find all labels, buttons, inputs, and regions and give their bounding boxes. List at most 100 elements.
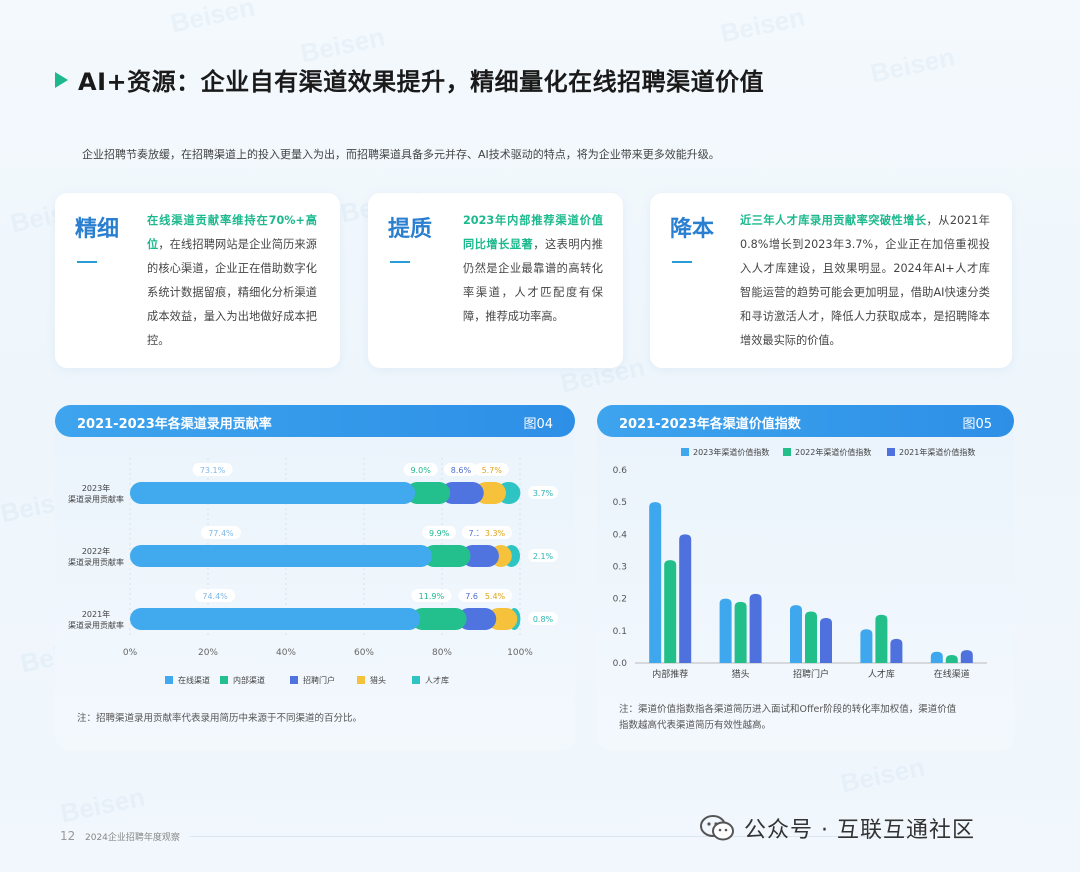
data-label: 7.6%: [465, 592, 486, 601]
card-divider: [390, 261, 410, 263]
figure-number: 图05: [962, 417, 992, 432]
chart-note-line: 指数越高代表渠道简历有效性越高。: [619, 720, 772, 731]
bar-segment: [130, 482, 416, 504]
bar: [734, 601, 747, 663]
page-heading: AI+资源：企业自有渠道效果提升，精细量化在线招聘渠道价值: [55, 62, 764, 97]
data-label-bg: [200, 526, 241, 539]
bar-segment: [457, 608, 497, 630]
bar: [875, 614, 888, 663]
panel-header: 2021-2023年各渠道录用贡献率 图04: [55, 405, 575, 437]
bar: [719, 598, 732, 663]
wechat-attribution: 公众号 · 互联互通社区: [700, 812, 975, 844]
bar: [820, 617, 832, 663]
bar: [649, 502, 662, 663]
bar-segment: [474, 482, 506, 504]
card-tag: 提质: [388, 217, 433, 242]
watermark: Beisen: [167, 0, 258, 39]
panel-title: 2021-2023年各渠道录用贡献率: [77, 417, 272, 432]
card-text: 2023年内部推荐渠道价值同比增长显著，这表明内推仍然是企业最靠谱的高转化率渠道…: [463, 209, 603, 329]
intro-text: 企业招聘节奏放缓，在招聘渠道上的投入更量入为出，而招聘渠道具备多元并存、AI技术…: [82, 148, 720, 161]
x-tick-label: 60%: [354, 648, 374, 658]
data-label-bg: [474, 463, 509, 476]
y-category-label: 2023年: [82, 483, 110, 493]
data-label: 73.1%: [200, 466, 226, 475]
report-name: 2024企业招聘年度观察: [85, 833, 180, 843]
card-highlight: 在线渠道贡献率维持在70%+高位: [147, 214, 317, 251]
card-divider: [77, 261, 97, 263]
data-label-bg: [411, 589, 452, 602]
bar: [805, 611, 817, 663]
wechat-account: 公众号 · 互联互通社区: [744, 818, 975, 843]
legend-swatch: [165, 676, 173, 684]
y-tick-label: 0.0: [613, 659, 628, 669]
legend-swatch: [220, 676, 228, 684]
play-arrow-icon: [55, 71, 68, 88]
bar-segment: [130, 545, 432, 567]
x-tick-label: 20%: [198, 648, 218, 658]
card-tag: 降本: [670, 217, 715, 242]
legend-label: 2023年渠道价值指数: [693, 447, 769, 457]
y-category-label: 2022年: [82, 546, 110, 556]
data-label-bg: [403, 463, 438, 476]
y-tick-label: 0.2: [613, 595, 627, 605]
data-label-bg: [443, 463, 478, 476]
bar: [790, 605, 802, 663]
watermark: Beisen: [717, 1, 808, 49]
legend-label: 人才库: [425, 675, 449, 685]
bar-segment: [441, 482, 484, 504]
chart-note: 注：招聘渠道录用贡献率代表录用简历中来源于不同渠道的百分比。: [77, 713, 363, 724]
data-label: 77.4%: [208, 529, 234, 538]
panel-contribution: 2021-2023年各渠道录用贡献率 图04 注：招聘渠道录用贡献率代表录用简历…: [55, 405, 575, 750]
chart-note-line: 注：渠道价值指数指各渠道简历进入面试和Offer阶段的转化率加权值，渠道价值: [619, 704, 957, 715]
y-tick-label: 0.5: [613, 498, 627, 508]
figure-number: 图04: [523, 417, 553, 432]
bar: [664, 560, 677, 663]
x-category-label: 内部推荐: [652, 668, 688, 680]
data-label-bg: [422, 526, 457, 539]
watermark: Beisen: [867, 41, 958, 89]
bar-segment: [461, 545, 499, 567]
bar: [930, 651, 943, 663]
bar: [960, 650, 973, 663]
legend-swatch: [412, 676, 420, 684]
legend-label: 猎头: [370, 675, 386, 685]
data-label: 0.8%: [533, 615, 554, 624]
card-body: ，从2021年0.8%增长到2023年3.7%，企业正在加倍重视投入人才库建设，…: [740, 214, 990, 347]
data-label: 9.0%: [410, 466, 431, 475]
legend-swatch: [290, 676, 298, 684]
y-category-label: 2021年: [82, 609, 110, 619]
data-label: 5.4%: [485, 592, 506, 601]
x-tick-label: 100%: [507, 648, 533, 658]
card-divider: [672, 261, 692, 263]
y-tick-label: 0.6: [613, 466, 628, 476]
data-label-bg: [528, 612, 558, 625]
chart-note: 注：渠道价值指数指各渠道简历进入面试和Offer阶段的转化率加权值，渠道价值 指…: [619, 702, 956, 734]
y-category-label: 渠道录用贡献率: [68, 557, 124, 567]
card-cost: 降本 近三年人才库录用贡献率突破性增长，从2021年0.8%增长到2023年3.…: [650, 193, 1012, 368]
legend-label: 在线渠道: [178, 675, 210, 685]
legend-label: 2022年渠道价值指数: [795, 447, 871, 457]
footer-divider: [190, 836, 910, 837]
x-category-label: 人才库: [868, 668, 895, 680]
legend-swatch: [783, 448, 791, 456]
data-label: 2.1%: [533, 552, 554, 561]
data-label: 74.4%: [202, 592, 228, 601]
data-label-bg: [528, 549, 558, 562]
legend-label: 招聘门户: [303, 675, 335, 685]
x-category-label: 招聘门户: [793, 668, 829, 680]
legend-label: 2021年渠道价值指数: [899, 447, 975, 457]
page-title: AI+资源：企业自有渠道效果提升，精细量化在线招聘渠道价值: [78, 68, 765, 96]
card-text: 在线渠道贡献率维持在70%+高位，在线招聘网站是企业简历来源的核心渠道，企业正在…: [147, 209, 317, 353]
card-body: ，这表明内推仍然是企业最靠谱的高转化率渠道，人才匹配度有保障，推荐成功率高。: [463, 238, 603, 323]
panel-title: 2021-2023年各渠道价值指数: [619, 417, 801, 432]
data-label: 8.6%: [451, 466, 472, 475]
x-tick-label: 40%: [276, 648, 296, 658]
wechat-icon: [700, 815, 734, 841]
legend-swatch: [887, 448, 895, 456]
data-label-bg: [478, 526, 512, 539]
bar-segment: [411, 608, 467, 630]
bar: [945, 654, 958, 663]
y-tick-label: 0.1: [613, 627, 627, 637]
data-label: 5.7%: [482, 466, 503, 475]
